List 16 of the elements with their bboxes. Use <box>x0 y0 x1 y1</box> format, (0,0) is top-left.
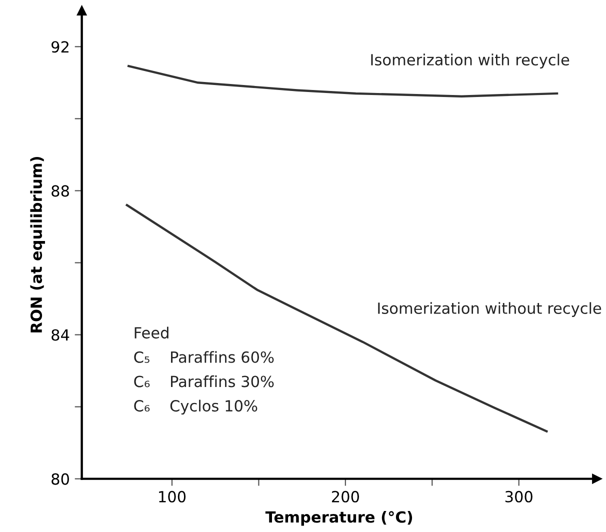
x-tick-label: 300 <box>505 490 532 502</box>
annotation: C₆ Paraffins 30% <box>134 375 274 388</box>
annotation: C₅ Paraffins 60% <box>134 351 274 363</box>
x-tick-label: 200 <box>332 490 359 502</box>
y-tick-label: 88 <box>52 185 69 197</box>
y-tick-label: 80 <box>52 473 69 485</box>
series-label: Isomerization without recycle <box>378 302 602 317</box>
y-axis-title: RON (at equilibrium) <box>30 156 46 332</box>
annotation: C₆ Cyclos 10% <box>134 400 258 415</box>
series-label: Isomerization with recycle <box>371 54 570 68</box>
annotation: Feed <box>134 326 168 339</box>
x-tick-label: 100 <box>159 490 186 502</box>
line-series <box>126 204 548 432</box>
x-axis-title: Temperature (°C) <box>265 510 412 526</box>
y-tick-label: 92 <box>52 41 68 53</box>
y-tick-label: 84 <box>52 329 70 341</box>
